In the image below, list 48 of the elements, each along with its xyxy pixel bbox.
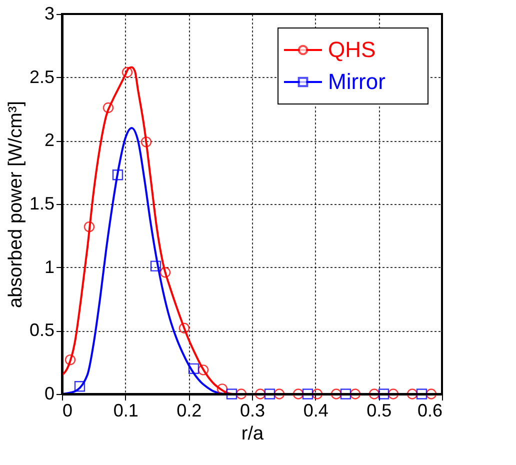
y-tick-label: 2.5: [29, 66, 54, 87]
point: [292, 388, 304, 400]
point: [302, 388, 314, 400]
y-tick-label: 2: [44, 130, 54, 150]
point: [330, 388, 342, 400]
point: [350, 388, 361, 400]
point: [112, 170, 124, 180]
point: [122, 66, 133, 78]
point: [274, 388, 285, 400]
point: [406, 388, 418, 400]
legend-label: QHS: [328, 37, 376, 62]
y-tick-label: 1: [44, 256, 54, 277]
point: [416, 388, 428, 400]
point: [74, 381, 86, 392]
point: [150, 260, 162, 272]
point: [140, 136, 152, 148]
point: [264, 388, 276, 400]
point: [236, 388, 247, 400]
legend-label: Mirror: [328, 69, 386, 94]
y-axis-title: absorbed power [W/cm³]: [5, 101, 26, 308]
point: [426, 388, 437, 400]
point: [340, 388, 352, 400]
point: [64, 354, 76, 366]
x-tick-label: 0.5: [366, 400, 392, 420]
point: [216, 384, 228, 394]
point: [226, 388, 238, 400]
y-tick-label: 1.5: [29, 194, 54, 214]
x-tick-label: 0.2: [176, 400, 202, 420]
point: [178, 322, 190, 334]
point: [102, 102, 114, 114]
y-tick-label: 0.5: [29, 320, 54, 340]
x-tick-label: 0.4: [303, 400, 328, 420]
point: [312, 388, 323, 400]
point: [198, 364, 209, 376]
x-tick-label: 0.1: [113, 400, 138, 420]
x-axis-title: r/a: [241, 424, 264, 444]
point: [368, 388, 380, 400]
point: [160, 267, 171, 278]
y-tick-label: 0: [44, 384, 54, 404]
point: [84, 221, 95, 232]
x-tick-label: 0: [62, 400, 73, 420]
point: [188, 363, 200, 374]
point: [378, 388, 390, 400]
y-tick-label: 3: [44, 4, 54, 24]
x-tick-label: 0.6: [417, 400, 442, 420]
point: [388, 388, 399, 400]
x-tick-label: 0.3: [240, 400, 266, 420]
point: [254, 388, 266, 400]
